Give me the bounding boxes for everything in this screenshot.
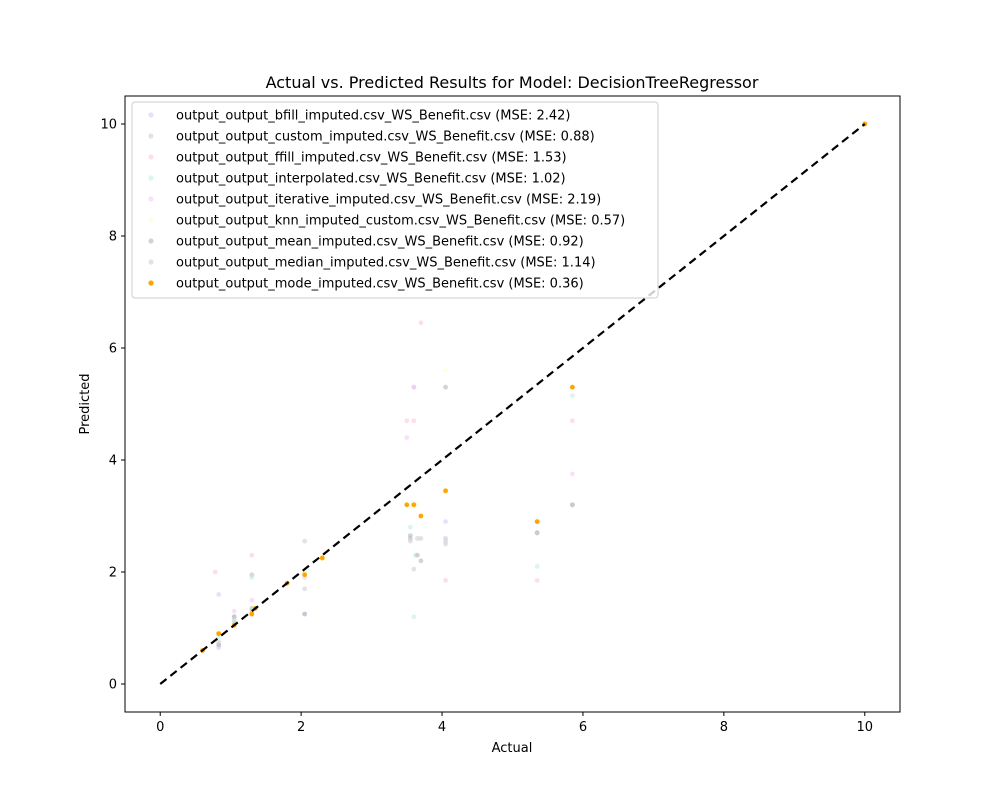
y-tick-label: 8: [109, 230, 117, 245]
data-point-series-8: [302, 572, 308, 578]
data-point-series-4: [404, 435, 410, 440]
legend-entry: output_output_interpolated.csv_WS_Benefi…: [176, 172, 566, 187]
x-axis-label: Actual: [492, 741, 533, 756]
x-tick-label: 0: [156, 720, 164, 735]
x-tick-label: 8: [720, 720, 728, 735]
data-point-series-7: [231, 617, 237, 622]
data-point-series-2: [418, 320, 424, 326]
y-tick-label: 0: [109, 678, 117, 693]
reference-line: [159, 123, 866, 685]
data-point-series-6: [302, 611, 308, 617]
data-point-series-2: [212, 569, 218, 575]
legend-marker: [148, 238, 154, 244]
data-point-series-3: [569, 393, 575, 398]
data-point-series-2: [569, 418, 575, 424]
data-point-series-7: [249, 572, 255, 578]
data-point-series-6: [414, 552, 420, 558]
chart-title: Actual vs. Predicted Results for Model: …: [266, 73, 759, 92]
legend-box: [131, 101, 659, 299]
data-point-series-8: [404, 502, 410, 508]
data-point-series-2: [411, 418, 417, 424]
x-tick-label: 4: [438, 720, 446, 735]
legend-entry: output_output_custom_imputed.csv_WS_Bene…: [176, 130, 595, 145]
legend-marker: [148, 217, 154, 223]
legend-marker: [148, 196, 154, 202]
legend-entry: output_output_mean_imputed.csv_WS_Benefi…: [176, 235, 584, 250]
data-point-series-6: [443, 384, 448, 390]
legend-marker: [148, 112, 154, 118]
data-point-series-7: [216, 639, 222, 645]
legend-entry: output_output_mode_imputed.csv_WS_Benefi…: [176, 277, 584, 292]
data-point-series-8: [418, 513, 424, 519]
data-point-series-1: [418, 536, 424, 541]
data-point-series-5: [443, 368, 448, 373]
legend-entry: output_output_knn_imputed_custom.csv_WS_…: [176, 214, 625, 229]
data-point-series-7: [443, 538, 448, 544]
legend-marker: [148, 154, 154, 160]
data-point-series-4: [231, 608, 237, 614]
data-point-series-8: [216, 631, 222, 636]
data-point-series-5: [414, 502, 420, 508]
data-point-series-4: [249, 597, 255, 603]
data-point-series-6: [407, 533, 413, 538]
data-point-series-7: [569, 502, 575, 508]
x-tick-label: 10: [856, 720, 873, 735]
legend-entry: output_output_iterative_imputed.csv_WS_B…: [176, 193, 601, 208]
x-tick-label: 6: [579, 720, 587, 735]
data-point-series-7: [534, 530, 540, 536]
legend-entry: output_output_median_imputed.csv_WS_Bene…: [176, 256, 596, 271]
data-point-series-4: [569, 471, 575, 477]
data-point-series-7: [302, 538, 308, 544]
y-tick-label: 2: [109, 566, 117, 581]
data-point-series-4: [411, 384, 417, 390]
legend-marker: [148, 175, 154, 181]
data-point-series-8: [534, 519, 540, 524]
y-tick-label: 4: [109, 454, 117, 469]
data-point-series-8: [319, 555, 325, 561]
y-tick-label: 6: [109, 342, 117, 357]
data-point-series-0: [216, 592, 222, 597]
y-tick-label: 10: [100, 118, 117, 133]
data-point-series-0: [443, 519, 448, 524]
legend-entry: output_output_ffill_imputed.csv_WS_Benef…: [176, 151, 567, 166]
data-point-series-8: [443, 488, 448, 494]
data-point-series-8: [249, 611, 255, 617]
legend-marker: [148, 280, 154, 286]
data-point-series-7: [414, 536, 420, 541]
legend-marker: [148, 133, 154, 139]
data-point-series-2: [404, 418, 410, 424]
data-point-series-5: [407, 502, 413, 508]
data-point-series-7: [407, 538, 413, 544]
data-point-series-3: [534, 564, 540, 569]
data-point-series-6: [418, 558, 424, 564]
legend-entry: output_output_bfill_imputed.csv_WS_Benef…: [176, 109, 571, 124]
axis-ticks: 0 2 4 6 8 10 0 2 4 6 8 10: [100, 118, 873, 736]
legend: output_output_bfill_imputed.csv_WS_Benef…: [131, 101, 659, 299]
data-point-series-2: [534, 578, 540, 583]
y-axis-label: Predicted: [78, 373, 93, 434]
data-point-series-3: [407, 524, 413, 530]
data-point-series-8: [411, 502, 417, 508]
x-tick-label: 2: [297, 720, 305, 735]
data-point-series-8: [569, 384, 575, 390]
data-point-series-1: [411, 566, 417, 572]
data-point-series-2: [443, 578, 448, 583]
data-point-series-1: [302, 586, 308, 592]
data-point-series-2: [249, 552, 255, 558]
data-point-series-3: [411, 614, 417, 620]
legend-marker: [148, 259, 154, 265]
plot-frame: [124, 95, 901, 713]
